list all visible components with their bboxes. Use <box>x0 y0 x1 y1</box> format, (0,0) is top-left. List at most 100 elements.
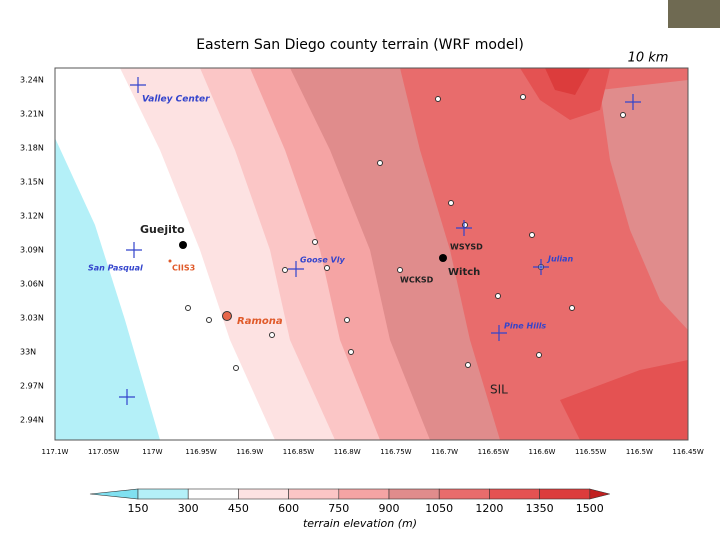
station <box>324 265 330 271</box>
y-axis-label: 3.03N <box>20 314 44 323</box>
colorbar-swatch <box>539 488 591 500</box>
station <box>269 332 275 338</box>
place-label: WSYSD <box>450 243 483 252</box>
scale-label: 10 km <box>628 51 669 66</box>
station <box>495 293 501 299</box>
x-axis-label: 116.5W <box>626 448 653 456</box>
site-marker <box>456 220 472 236</box>
colorbar-swatch <box>338 488 390 500</box>
terrain-band <box>600 80 688 330</box>
stations <box>185 94 626 371</box>
station <box>233 365 239 371</box>
station <box>435 96 441 102</box>
x-axis-label: 116.9W <box>236 448 263 456</box>
terrain-band <box>545 68 590 95</box>
site-marker <box>625 94 641 110</box>
place-label: WCKSD <box>400 276 434 285</box>
y-axis-label: 3.15N <box>20 178 44 187</box>
site-dot <box>168 259 172 263</box>
colorbar-swatch <box>489 488 540 500</box>
colorbar-label: 1200 <box>475 502 503 515</box>
y-axis-label: 3.18N <box>20 144 44 153</box>
place-label: Ramona <box>237 316 283 327</box>
station <box>529 232 535 238</box>
station <box>282 267 288 273</box>
place-label: Guejito <box>140 223 185 236</box>
colorbar-swatch <box>388 488 440 500</box>
place-label: Goose Vly <box>300 256 345 265</box>
site-marker <box>119 389 135 405</box>
colorbar-swatch <box>288 488 340 500</box>
x-axis-label: 116.6W <box>529 448 556 456</box>
station <box>348 349 354 355</box>
station <box>569 305 575 311</box>
colorbar-swatch <box>137 488 189 500</box>
place-label: SIL <box>490 383 508 397</box>
colorbar-label: 1050 <box>425 502 453 515</box>
y-axis-label: 3.24N <box>20 76 44 85</box>
colorbar-over <box>589 488 610 500</box>
y-axis-label: 3.21N <box>20 110 44 119</box>
station <box>185 305 191 311</box>
y-axis-label: 3.12N <box>20 212 44 221</box>
place-label: San Pasqual <box>88 264 143 273</box>
colorbar: 150 300 450 600 750 900 1050 1200 1350 1500 terrai… <box>89 488 610 530</box>
station <box>448 200 454 206</box>
colorbar-title: terrain elevation (m) <box>303 517 417 530</box>
terrain-band <box>560 360 688 440</box>
x-axis-label: 116.75W <box>380 448 411 456</box>
map-frame <box>54 67 689 441</box>
site-marker <box>288 261 304 277</box>
colorbar-label: 750 <box>328 502 349 515</box>
site-marker <box>126 242 142 258</box>
x-axis-label: 117.1W <box>42 448 69 456</box>
place-label: Julian <box>546 255 574 264</box>
place-label: Pine Hills <box>504 322 546 331</box>
corner-decoration <box>668 0 720 28</box>
site-marker <box>533 259 549 275</box>
x-axis-label: 116.7W <box>431 448 458 456</box>
site-dot <box>222 311 232 321</box>
x-axis-label: 116.65W <box>478 448 509 456</box>
colorbar-swatch <box>238 488 289 500</box>
site-marker <box>491 325 507 341</box>
station <box>520 94 526 100</box>
site-markers <box>119 77 641 405</box>
place-label: Witch <box>448 267 480 278</box>
colorbar-label: 600 <box>278 502 299 515</box>
map: 3.24N 3.21N 3.18N 3.15N 3.12N 3.09N 3.06N 3.03N… <box>20 67 704 456</box>
colorbar-swatch <box>187 488 239 500</box>
place-label: Valley Center <box>142 95 210 105</box>
site-dot <box>179 241 187 249</box>
station <box>462 222 468 228</box>
x-axis-label: 116.45W <box>672 448 703 456</box>
site-dot <box>439 254 447 262</box>
station <box>536 352 542 358</box>
x-axis-label: 116.95W <box>185 448 216 456</box>
terrain-band <box>520 68 610 120</box>
y-axis-label: 3.09N <box>20 246 44 255</box>
y-axis-label: 2.94N <box>20 416 44 425</box>
place-label: CIIS3 <box>172 264 195 273</box>
x-axis-label: 116.8W <box>334 448 361 456</box>
y-axis-label: 2.97N <box>20 382 44 391</box>
station <box>344 317 350 323</box>
station <box>397 267 403 273</box>
colorbar-label: 1500 <box>576 502 604 515</box>
colorbar-label: 900 <box>379 502 400 515</box>
station <box>312 239 318 245</box>
title: Eastern San Diego county terrain (WRF mo… <box>196 37 524 53</box>
x-axis-label: 117.05W <box>88 448 119 456</box>
colorbar-label: 450 <box>228 502 249 515</box>
station <box>620 112 626 118</box>
station <box>377 160 383 166</box>
x-axis-label: 116.85W <box>283 448 314 456</box>
y-axis-label: 33N <box>20 348 36 357</box>
x-axis-label: 116.55W <box>575 448 606 456</box>
station <box>206 317 212 323</box>
terrain-band <box>55 138 160 440</box>
y-axis-label: 3.06N <box>20 280 44 289</box>
colorbar-under <box>89 488 139 500</box>
colorbar-swatch <box>438 488 490 500</box>
